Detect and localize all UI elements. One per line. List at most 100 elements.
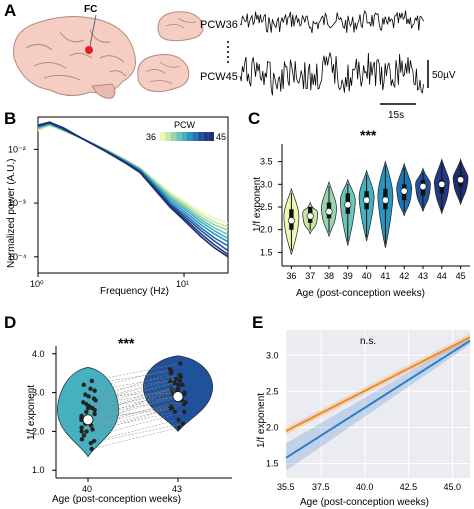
e-xtick-label: 45.0	[443, 482, 461, 492]
paired-line	[92, 396, 178, 409]
panel-d-significance: ***	[118, 335, 135, 351]
ellipsis-dots	[227, 41, 229, 63]
colorbar-cell-42	[192, 132, 198, 141]
colorbar-cells	[160, 132, 214, 141]
panel-d-xlabel: Age (post-conception weeks)	[52, 494, 181, 505]
paired-line	[90, 369, 171, 389]
paired-line	[83, 407, 172, 421]
group-mean-pcw43	[172, 391, 184, 402]
panel-c-plot: 1.5 2.0 2.5 3.0 3.5 36 37 38 39 40 41 42 43 44 45	[260, 144, 470, 281]
panel-e-plot: 35.5 37.5 40.0 42.5 45.0 1.5 2.0 2.5 3.0	[266, 330, 471, 492]
spectrum-line-pcw41	[37, 122, 229, 243]
panel-b-axes: 10⁰ 10¹ 10⁻² 10⁻³ 10⁻⁴	[8, 144, 189, 289]
fc-region-label: FC	[84, 4, 97, 15]
eeg-trace-pcw36	[239, 9, 424, 33]
c-xtick-label-45: 45	[456, 271, 466, 281]
subject-point-pcw43	[167, 378, 173, 384]
subject-point-pcw40	[91, 396, 97, 401]
c-ytick-label: 3.0	[260, 179, 273, 189]
subject-point-pcw40	[89, 378, 95, 384]
brain-illustration-small-2	[137, 54, 190, 93]
colorbar-cell-44	[203, 132, 209, 141]
subject-point-pcw43	[177, 372, 182, 378]
paired-line	[83, 407, 171, 436]
panel-b-letter: B	[4, 109, 16, 128]
colorbar-title: PCW	[174, 120, 196, 130]
subject-point-pcw40	[83, 392, 88, 397]
trace-label-pcw36: PCW36	[200, 19, 238, 31]
paired-line	[90, 423, 183, 444]
paired-line	[94, 374, 180, 391]
subject-point-pcw43	[172, 409, 178, 415]
panel-c-letter: C	[248, 109, 260, 128]
paired-line	[81, 411, 185, 440]
c-ytick-label: 2.5	[260, 202, 273, 212]
e-xtick-label: 40.0	[356, 482, 374, 492]
scale-amplitude-label: 50µV	[432, 70, 456, 81]
b-ytick-label: 10⁻³	[8, 198, 26, 208]
panel-c-ylabel: 1/f exponent	[252, 177, 263, 232]
paired-line	[94, 394, 185, 415]
panel-c-xlabel: Age (post-conception weeks)	[296, 288, 425, 299]
subject-point-pcw43	[180, 421, 186, 426]
eeg-trace-pcw45	[239, 52, 424, 96]
panel-e-letter: E	[252, 313, 263, 332]
paired-line	[88, 392, 185, 397]
colorbar-cell-36	[160, 132, 166, 141]
subject-point-pcw43	[176, 417, 181, 422]
pcw-colorbar: PCW 36 45	[146, 120, 226, 142]
colorbar-cell-37	[165, 132, 171, 141]
panel-e-xlabel: Age (post-conception weeks)	[300, 497, 429, 508]
paired-line	[85, 396, 175, 424]
b-ytick-label: 10⁻²	[8, 144, 26, 154]
colorbar-cell-39	[176, 132, 182, 141]
trace-label-pcw45: PCW45	[200, 71, 238, 83]
e-xtick-label: 42.5	[400, 482, 418, 492]
subject-point-pcw43	[177, 425, 182, 430]
violin-median-pcw43	[419, 183, 427, 191]
subject-point-pcw40	[88, 386, 93, 391]
subject-point-pcw40	[90, 405, 95, 411]
panel-b-xlabel: Frequency (Hz)	[100, 286, 169, 297]
violin-median-pcw44	[438, 180, 446, 188]
panel-b-ylabel: Normalized power (A.U.)	[6, 159, 17, 268]
b-xtick-label: 10¹	[176, 279, 189, 289]
c-xtick-label-40: 40	[362, 271, 372, 281]
subject-point-pcw40	[79, 425, 84, 430]
subject-point-pcw40	[90, 427, 95, 432]
c-ytick-label: 2.0	[260, 225, 273, 235]
d-xtick-label-43: 43	[172, 484, 182, 494]
violin-median-pcw40	[363, 196, 371, 204]
c-ytick-label: 1.5	[260, 247, 273, 257]
brain-illustration-small-1	[157, 11, 204, 42]
subject-point-pcw40	[81, 433, 87, 438]
subject-point-pcw43	[172, 380, 177, 386]
subject-point-pcw40	[88, 440, 93, 446]
paired-line	[91, 427, 180, 450]
e-regression-line-1	[285, 339, 471, 459]
violin-median-pcw38	[325, 208, 333, 216]
paired-line	[89, 388, 179, 407]
e-xtick-label: 37.5	[312, 482, 330, 492]
paired-line	[83, 376, 181, 403]
subject-point-pcw40	[79, 429, 84, 434]
e-xtick-label: 35.5	[277, 482, 295, 492]
brain-illustration-large	[13, 16, 136, 99]
subject-point-pcw40	[84, 429, 89, 434]
paired-line	[81, 392, 173, 421]
e-regression-line-0	[285, 336, 471, 432]
c-xtick-label-39: 39	[343, 271, 353, 281]
subject-point-pcw43	[169, 369, 174, 374]
subject-point-pcw40	[81, 400, 86, 405]
subject-point-pcw43	[175, 386, 181, 391]
subject-point-pcw40	[79, 413, 84, 419]
panel-e-annotation: n.s.	[360, 336, 376, 347]
c-xtick-label-44: 44	[437, 271, 447, 281]
subject-point-pcw40	[86, 394, 91, 399]
violin-median-pcw42	[400, 187, 408, 195]
paired-line	[85, 378, 177, 395]
paired-line	[86, 384, 183, 413]
subject-point-pcw43	[182, 390, 187, 395]
colorbar-cell-41	[187, 132, 193, 141]
